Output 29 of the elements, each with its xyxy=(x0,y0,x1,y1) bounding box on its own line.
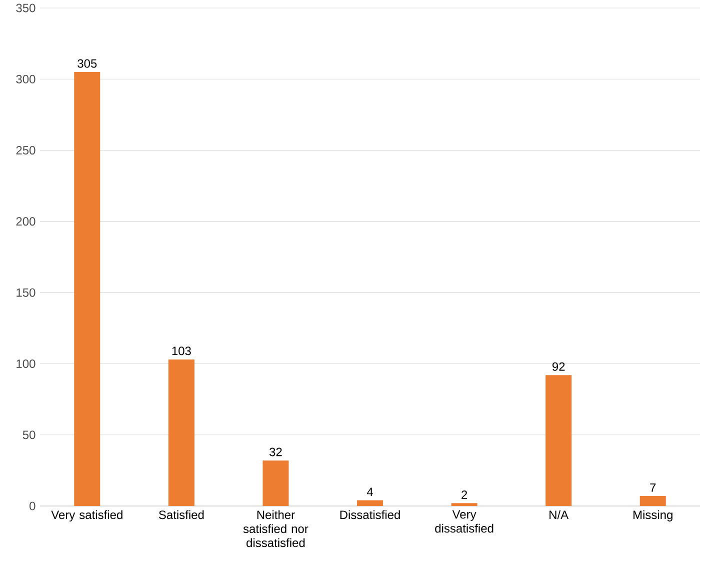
y-tick-label: 350 xyxy=(16,4,36,12)
bar xyxy=(168,359,194,506)
y-tick-label: 300 xyxy=(16,74,36,84)
x-tick-label: Satisfied xyxy=(158,510,204,520)
x-tick-label: Missing xyxy=(634,510,672,522)
x-tick-label: N/A xyxy=(550,510,569,520)
data-label: 92 xyxy=(552,362,565,371)
data-label: 7 xyxy=(650,484,656,492)
bar xyxy=(74,72,100,506)
x-tick-label: Dissatisfied xyxy=(340,510,400,520)
y-tick-label: 0 xyxy=(30,502,36,510)
bar xyxy=(451,503,478,506)
y-tick-label: 100 xyxy=(16,359,36,368)
x-tick-label: Very dissatisfied xyxy=(435,510,494,533)
bar xyxy=(640,496,666,506)
bar xyxy=(357,500,384,506)
x-tick-label: Neither satisfied nor dissatisfied xyxy=(243,510,308,548)
y-tick-label: 250 xyxy=(16,146,36,155)
bar xyxy=(262,460,289,506)
data-label: 305 xyxy=(78,59,97,68)
data-label: 2 xyxy=(462,490,468,499)
data-label: 103 xyxy=(172,346,191,356)
bar xyxy=(546,375,572,506)
y-tick-label: 200 xyxy=(16,217,36,226)
y-tick-label: 50 xyxy=(22,430,36,440)
data-label: 32 xyxy=(270,448,282,456)
data-label: 4 xyxy=(366,488,373,496)
y-tick-label: 150 xyxy=(16,288,36,297)
x-tick-label: Very satisfied xyxy=(51,510,122,522)
